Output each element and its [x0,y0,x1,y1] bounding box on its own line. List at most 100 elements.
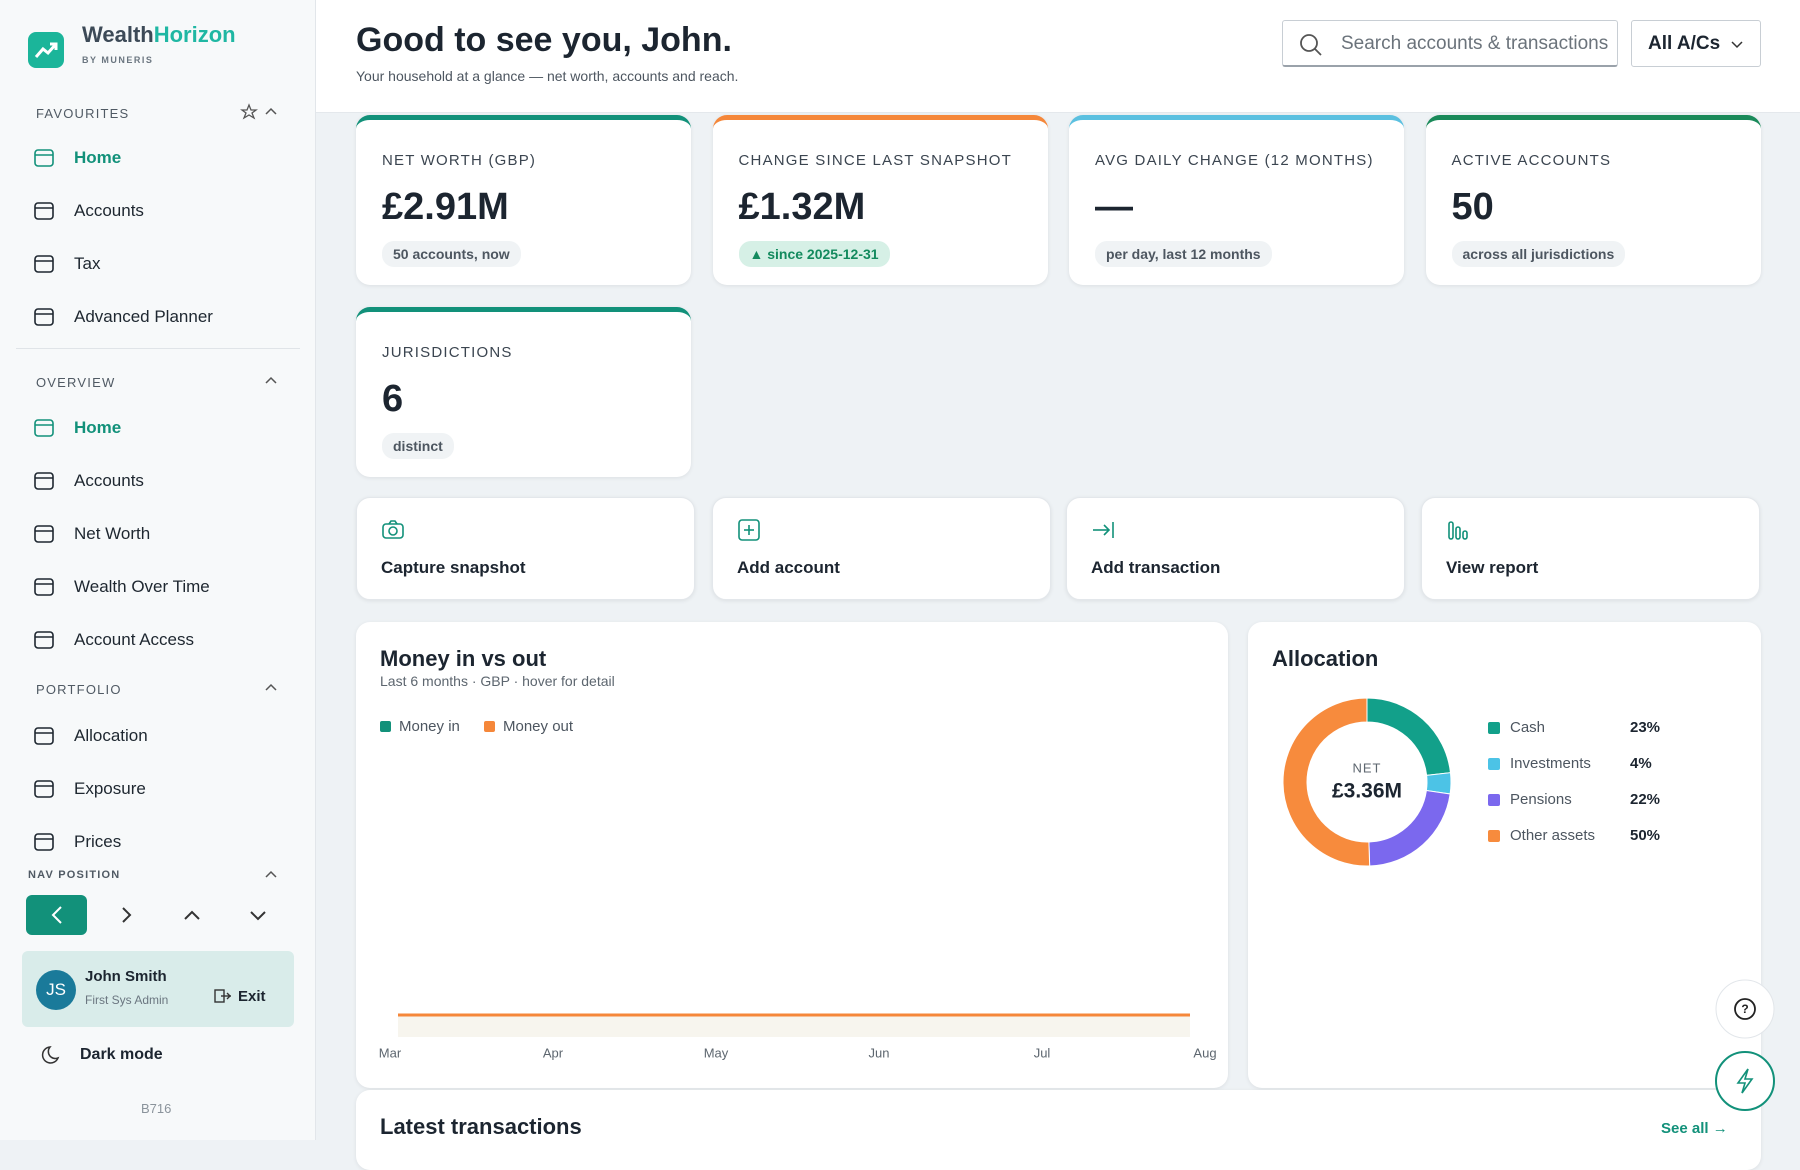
action-label: View report [1446,558,1539,577]
nav-position-title: NAV POSITION [28,869,121,881]
brand-a: Wealth [82,22,154,47]
kpi-note: distinct [382,433,454,459]
nav-item[interactable]: Accounts [32,461,144,501]
nav-icon [34,255,54,273]
search-icon [1300,34,1322,56]
avatar: JS [36,970,76,1010]
dark-mode-toggle[interactable]: Dark mode [80,1046,163,1063]
collapse-toggle[interactable] [264,869,278,879]
nav-item[interactable]: Home [32,138,121,178]
action-card[interactable]: View report [1421,497,1760,600]
center-label: NET [1353,760,1382,775]
nav-position-buttons[interactable] [26,895,296,937]
kpi-note: across all jurisdictions [1451,241,1626,267]
nav-item[interactable]: Wealth Over Time [32,567,210,607]
nav-icon [34,833,54,851]
nav-item[interactable]: Prices [32,822,121,862]
nav-label: Prices [74,832,122,851]
action-icon [382,520,404,539]
plot-shade [398,1015,1190,1037]
legend-value: 4% [1630,755,1652,772]
nav-item[interactable]: Tax [32,244,100,284]
collapse-toggle[interactable] [264,682,278,692]
nav-icon [34,149,54,167]
nav-label: Allocation [74,726,148,745]
kpi-value: £1.32M [738,186,866,228]
nav-label: Net Worth [74,524,151,543]
exit-icon [214,989,231,1003]
nav-label: Accounts [74,201,144,220]
page-title: Good to see you, John. [356,21,732,59]
user-role: First Sys Admin [85,993,169,1007]
kpi-card: JURISDICTIONS 6 distinct [356,307,691,477]
legend-value: 50% [1630,827,1660,844]
legend-label: Money out [503,718,574,735]
action-card[interactable]: Capture snapshot [356,497,695,600]
nav-label: Account Access [74,630,195,649]
nav-item[interactable]: Account Access [32,620,194,660]
kpi-card: CHANGE SINCE LAST SNAPSHOT £1.32M ▲ since … [712,115,1048,285]
kpi-label: JURISDICTIONS [382,344,513,361]
header: Good to see you, John. Your household at… [316,0,1800,113]
logo-icon [28,32,64,68]
nav-label: Accounts [74,471,144,490]
brand-sub: BY MUNERIS [82,55,154,65]
nav-item[interactable]: Advanced Planner [32,297,213,337]
nav-label: Exposure [74,779,146,798]
build-label: B716 [141,1101,172,1116]
action-card[interactable]: Add transaction [1066,497,1405,600]
action-card[interactable]: Add account [712,497,1051,600]
legend-value: 23% [1630,719,1660,736]
action-icon [738,519,760,541]
nav-item[interactable]: Allocation [32,716,148,756]
x-tick-label: Jul [1034,1045,1051,1060]
legend-swatch [1488,722,1500,734]
kpi-note: ▲ since 2025-12-31 [738,241,890,267]
kpi-label: ACTIVE ACCOUNTS [1451,152,1612,169]
nav-item[interactable]: Exposure [32,769,146,809]
nav-icon [34,202,54,220]
section-title: FAVOURITES [36,106,130,121]
donut-segment [1282,697,1371,867]
account-filter[interactable]: All A/Cs [1631,20,1761,67]
kpi-note: per day, last 12 months [1095,241,1272,267]
kpi-card: AVG DAILY CHANGE (12 MONTHS) — per day, la… [1069,115,1404,285]
x-tick-label: May [704,1045,729,1060]
legend-value: 22% [1630,791,1660,808]
kpi-label: NET WORTH (GBP) [382,152,537,169]
page: WealthHorizon BY MUNERIS FAVOURITES OVER… [16,0,1800,1170]
nav-label: Tax [74,254,101,273]
x-tick-label: Mar [379,1045,402,1060]
nav-label: Home [74,148,122,167]
legend-label: Money in [399,718,460,735]
see-all-link[interactable]: See all → [1661,1120,1728,1137]
section-controls[interactable] [240,103,282,121]
nav-icon [34,525,54,543]
user-card: JS John Smith First Sys Admin Exit [22,951,294,1027]
moon-icon [41,1046,60,1064]
legend-swatch [484,721,495,732]
nav-item[interactable]: Net Worth [32,514,150,554]
exit-button[interactable]: Exit [238,988,266,1005]
floating-buttons[interactable]: ? [1710,975,1782,1125]
nav-item[interactable]: Accounts [32,191,144,231]
nav-item[interactable]: Home [32,408,121,448]
dropdown-chevron [1731,41,1743,49]
panel-title: Allocation [1272,646,1379,671]
action-icon [1093,522,1114,538]
kpi-label: AVG DAILY CHANGE (12 MONTHS) [1095,152,1374,169]
svg-text:?: ? [1741,1002,1748,1016]
kpi-value: — [1095,186,1133,228]
action-label: Add account [737,558,840,577]
nav-icon [34,308,54,326]
legend-label: Investments [1510,755,1591,772]
nav-icon [34,631,54,649]
user-name: John Smith [85,968,167,985]
collapse-toggle[interactable] [264,375,278,385]
search-placeholder: Search accounts & transactions [1341,33,1609,54]
panel-title: Money in vs out [380,646,547,671]
action-label: Capture snapshot [381,558,526,577]
search-box[interactable]: Search accounts & transactions [1282,20,1618,67]
legend-swatch [380,721,391,732]
legend-label: Pensions [1510,791,1572,808]
